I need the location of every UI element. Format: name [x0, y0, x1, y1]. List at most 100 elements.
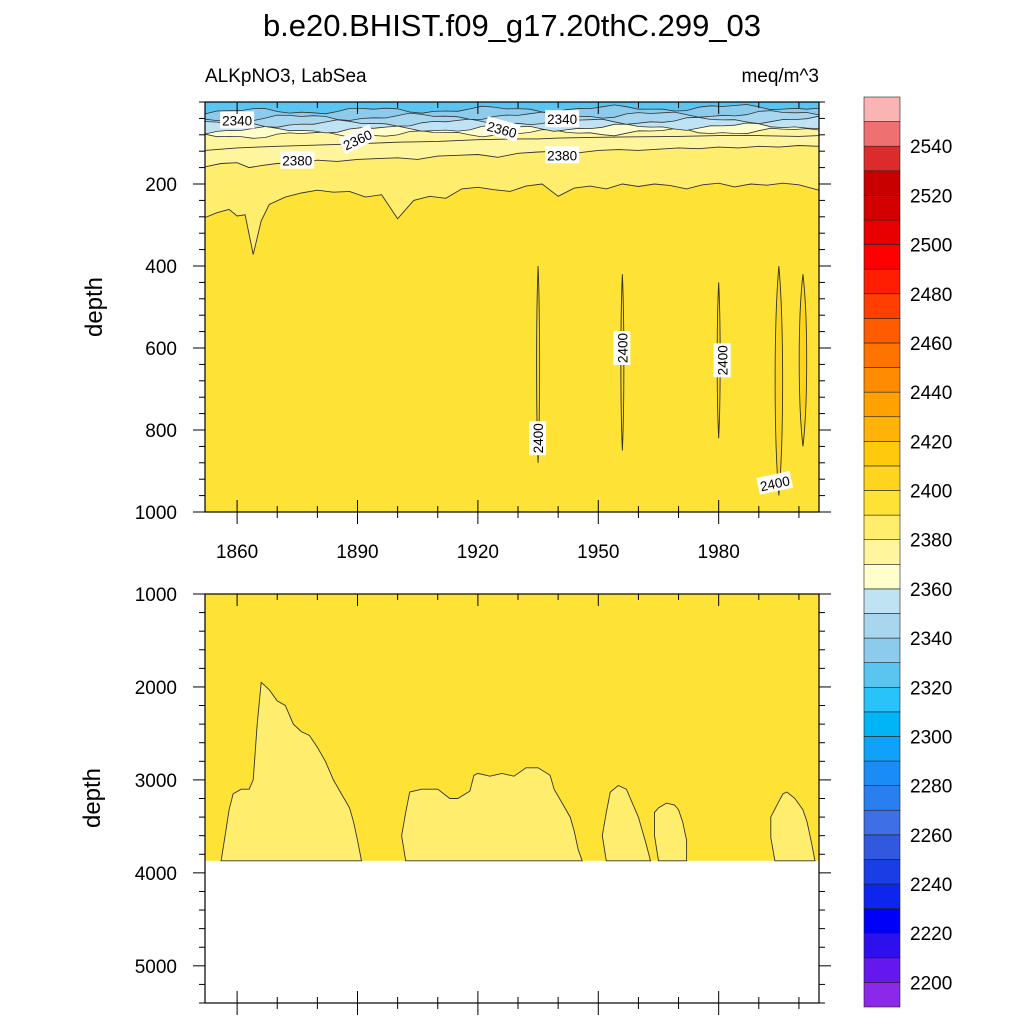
upper-contour-line-2330 — [205, 104, 819, 115]
colorbar-tick-label: 2500 — [910, 236, 952, 257]
upper-contour-label: 2400 — [713, 343, 731, 378]
axes-frame — [204, 101, 820, 513]
contour-label-box — [545, 146, 580, 164]
contour-label-box — [713, 343, 731, 378]
colorbar-box — [863, 268, 901, 295]
contour-label-box — [338, 124, 377, 155]
subtitle-right: meq/m^3 — [741, 66, 819, 87]
colorbar-box — [863, 121, 901, 147]
colorbar-box — [863, 244, 901, 270]
colorbar-box — [863, 982, 901, 1008]
x-tick-label: 1980 — [698, 542, 740, 563]
colorbar-box — [863, 539, 901, 565]
colorbar-tick-label: 2220 — [910, 924, 952, 945]
lower-region-2380 — [654, 802, 688, 862]
colorbar-box — [863, 342, 901, 368]
colorbar-tick-label: 2320 — [910, 678, 952, 699]
upper-contour-label: 2340 — [220, 111, 255, 129]
colorbar-tick-label: 2240 — [910, 875, 952, 896]
y-tick-label: 400 — [145, 257, 177, 278]
colorbar-box — [863, 883, 901, 909]
contour-label-text: 2400 — [531, 423, 546, 453]
contour-label-text: 2380 — [282, 154, 312, 169]
colorbar-box — [863, 293, 901, 319]
lower-region-2380 — [220, 681, 363, 862]
upper-contour-label: 2400 — [756, 470, 794, 495]
colorbar-box — [863, 760, 901, 786]
colorbar-box — [863, 96, 901, 122]
colorbar-box — [863, 490, 901, 516]
colorbar-box — [863, 195, 901, 221]
x-tick-label: 1890 — [336, 542, 378, 563]
colorbar-box — [863, 809, 901, 836]
upper-cell-2400 — [774, 265, 784, 496]
y-tick-label: 3000 — [135, 771, 177, 792]
colorbar-box — [863, 957, 901, 983]
colorbar-box — [863, 662, 901, 688]
colorbar-box — [863, 391, 901, 418]
y-tick-label: 2000 — [135, 678, 177, 699]
contour-label-box — [545, 110, 580, 128]
x-tick-label: 1920 — [457, 542, 499, 563]
colorbar-box — [863, 908, 901, 934]
colorbar-box — [863, 441, 901, 467]
upper-contour-label: 2380 — [545, 146, 580, 164]
lower-region-2380 — [401, 767, 583, 862]
colorbar-box — [863, 588, 901, 614]
colorbar-tick-label: 2520 — [910, 186, 952, 207]
colorbar-tick-label: 2280 — [910, 777, 952, 798]
contour-label-box — [756, 470, 794, 495]
upper-cell-2400 — [798, 274, 808, 447]
lower-y-axis-label: depth — [79, 768, 106, 828]
colorbar-box — [863, 145, 901, 172]
contour-label-box — [613, 331, 631, 365]
contour-label-box — [280, 151, 315, 169]
colorbar: 2200 2220 2240 2260 2280 2300 2320 2340 2360 2380… — [863, 96, 952, 1008]
upper-contour-label: 2340 — [545, 110, 580, 128]
subtitle-left: ALKpNO3, LabSea — [205, 66, 367, 87]
contour-label-text: 2400 — [615, 333, 630, 363]
contour-label-text: 2400 — [759, 473, 792, 494]
colorbar-tick-label: 2420 — [910, 432, 952, 453]
colorbar-tick-label: 2380 — [910, 531, 952, 552]
colorbar-tick-label: 2540 — [910, 137, 952, 158]
contour-label-box — [529, 421, 547, 456]
x-tick-label: 1950 — [577, 542, 619, 563]
upper-contour-label: 2400 — [529, 421, 547, 456]
colorbar-tick-label: 2480 — [910, 285, 952, 306]
contour-label-text: 2340 — [222, 113, 252, 128]
colorbar-box — [863, 465, 901, 491]
colorbar-box — [863, 637, 901, 663]
colorbar-tick-label: 2260 — [910, 826, 952, 847]
colorbar-box — [863, 613, 901, 639]
colorbar-box — [863, 834, 901, 860]
colorbar-box — [863, 514, 901, 541]
upper-field-band-2325 — [205, 102, 819, 114]
contour-label-text: 2380 — [547, 148, 577, 163]
colorbar-tick-label: 2440 — [910, 383, 952, 404]
y-tick-label: 5000 — [135, 957, 177, 978]
lower-panel-axes: 1000 2000 3000 4000 5000 — [135, 585, 831, 1015]
colorbar-box — [863, 932, 901, 959]
colorbar-tick-label: 2340 — [910, 629, 952, 650]
colorbar-box — [863, 785, 901, 811]
colorbar-tick-label: 2400 — [910, 482, 952, 503]
colorbar-box — [863, 711, 901, 737]
lower-depth-panel — [205, 594, 819, 862]
upper-contour-line-2380 — [205, 135, 819, 151]
x-tick-label: 1860 — [216, 542, 258, 563]
colorbar-box — [863, 170, 901, 196]
y-tick-label: 1000 — [135, 503, 177, 524]
colorbar-box — [863, 318, 901, 344]
upper-contour-label: 2400 — [613, 331, 631, 365]
colorbar-box — [863, 736, 901, 762]
colorbar-box — [863, 416, 901, 442]
upper-y-axis-label: depth — [81, 277, 108, 337]
y-tick-label: 600 — [145, 339, 177, 360]
upper-panel-axes: 1860 1890 1920 1950 1980 200 400 600 800 1000 — [135, 101, 831, 563]
colorbar-tick-label: 2300 — [910, 727, 952, 748]
upper-contour-label: 2380 — [280, 151, 315, 169]
colorbar-box — [863, 686, 901, 713]
contour-label-box — [220, 111, 255, 129]
